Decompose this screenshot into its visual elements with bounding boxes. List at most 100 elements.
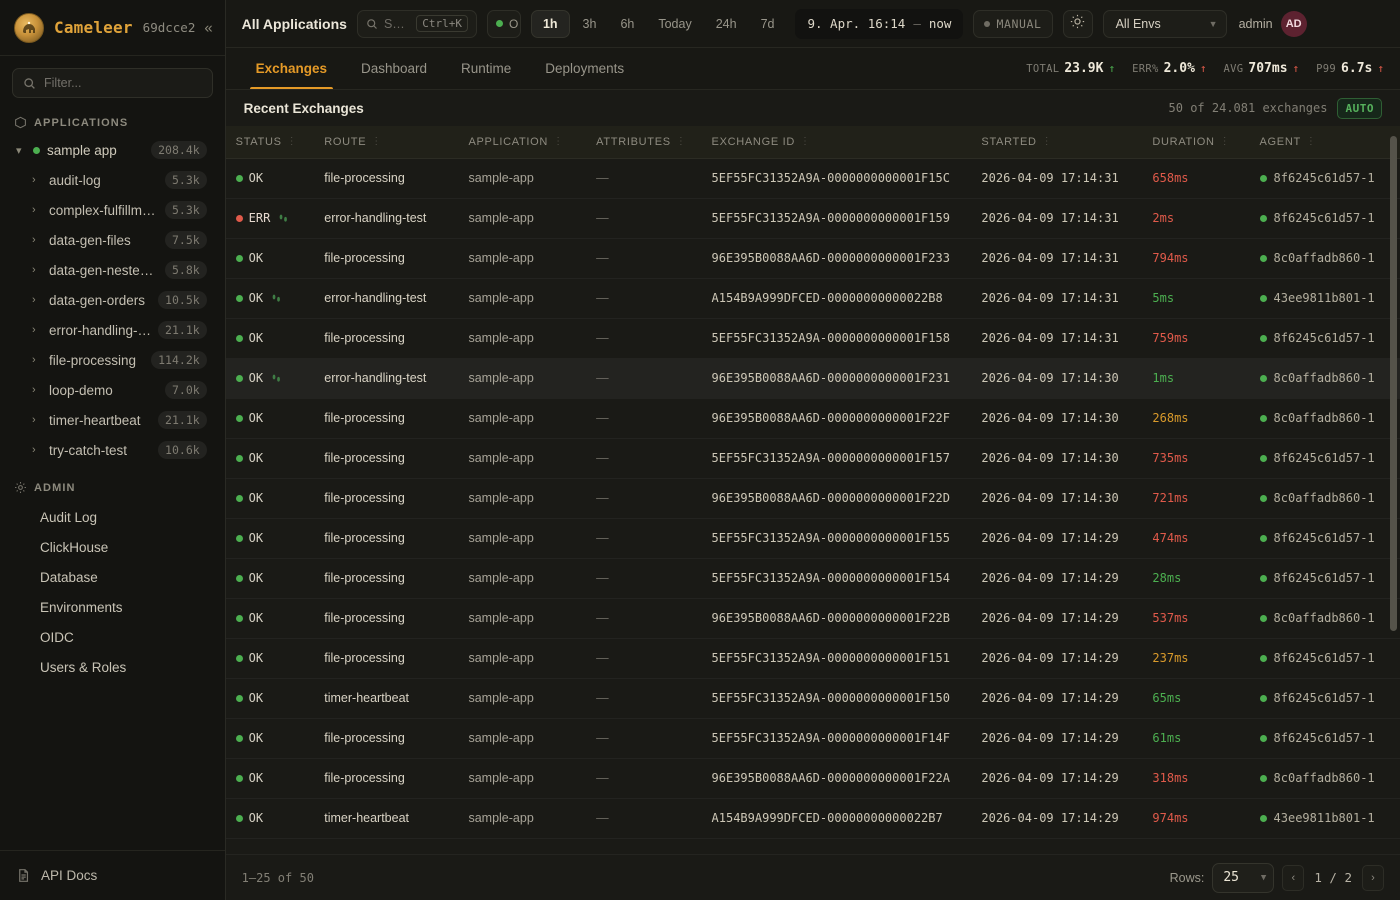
admin-item-environments[interactable]: Environments xyxy=(40,599,123,615)
time-range-7d[interactable]: 7d xyxy=(760,16,775,31)
cell-route-value: file-processing xyxy=(324,571,405,585)
table-row[interactable]: OK file-processing sample-app — 96E395B0088A… xyxy=(225,598,1400,639)
sidebar-item-data-gen-neste[interactable]: › data-gen-neste… 5.8k xyxy=(10,255,215,285)
sidebar-item-timer-heartbeat[interactable]: › timer-heartbeat 21.1k xyxy=(10,405,215,435)
vertical-scrollbar[interactable] xyxy=(1389,136,1397,631)
time-range-1h[interactable]: 1h xyxy=(530,9,570,38)
cell-exchange-id-value[interactable]: 96E395B0088AA6D-0000000000001F22B xyxy=(711,611,950,625)
admin-item-database[interactable]: Database xyxy=(40,569,98,585)
table-row[interactable]: OK file-processing sample-app — 96E395B0088A… xyxy=(225,238,1400,279)
collapse-sidebar-icon[interactable]: « xyxy=(204,19,213,36)
column-header-duration[interactable]: DURATION ⋮ xyxy=(1142,126,1250,159)
cell-exchange-id-value[interactable]: 5EF55FC31352A9A-0000000000001F158 xyxy=(711,331,950,345)
environment-select[interactable]: All Envs ▼ xyxy=(1102,9,1227,38)
column-header-exchange-id[interactable]: EXCHANGE ID ⋮ xyxy=(701,126,972,159)
filter-input[interactable] xyxy=(44,76,202,90)
table-row[interactable]: OK file-processing sample-app — 96E395B0088A… xyxy=(225,478,1400,519)
table-row[interactable]: OK file-processing sample-app — 5EF55FC31352… xyxy=(225,558,1400,599)
cell-exchange-id-value[interactable]: 5EF55FC31352A9A-0000000000001F154 xyxy=(711,571,950,585)
cell-exchange-id-value[interactable]: A154B9A999DFCED-00000000000022B7 xyxy=(711,811,943,825)
status-badge: OK xyxy=(235,571,263,585)
cell-exchange-id-value[interactable]: 5EF55FC31352A9A-0000000000001F155 xyxy=(711,531,950,545)
trace-footprints-icon[interactable] xyxy=(271,293,282,304)
table-row[interactable]: OK file-processing sample-app — 96E395B0088A… xyxy=(225,398,1400,439)
sidebar-item-sample-app[interactable]: ▾ sample app 208.4k xyxy=(10,135,215,165)
sidebar-item-file-processing[interactable]: › file-processing 114.2k xyxy=(10,345,215,375)
agent-status-dot xyxy=(1259,694,1267,702)
cell-exchange-id-value[interactable]: 96E395B0088AA6D-0000000000001F231 xyxy=(711,371,950,385)
time-range-display[interactable]: 9. Apr. 16:14 — now xyxy=(795,8,964,39)
column-header-agent[interactable]: AGENT ⋮ xyxy=(1249,126,1400,159)
sidebar-filter[interactable] xyxy=(12,68,213,98)
cell-exchange-id-value[interactable]: 5EF55FC31352A9A-0000000000001F14F xyxy=(711,731,950,745)
tab-dashboard[interactable]: Dashboard xyxy=(360,61,428,76)
time-range-6h[interactable]: 6h xyxy=(620,16,635,31)
cell-exchange-id-value[interactable]: 96E395B0088AA6D-0000000000001F233 xyxy=(711,251,950,265)
admin-item-clickhouse[interactable]: ClickHouse xyxy=(40,539,109,555)
cell-started: 2026-04-09 17:14:29 xyxy=(971,678,1143,719)
next-page-button[interactable]: › xyxy=(1361,864,1384,891)
cell-exchange-id-value[interactable]: 96E395B0088AA6D-0000000000001F22D xyxy=(711,491,950,505)
panel-header: Recent Exchanges 50 of 24.081 exchanges … xyxy=(225,90,1400,126)
table-row[interactable]: OK file-processing sample-app — 5EF55FC31352… xyxy=(225,518,1400,559)
tab-exchanges[interactable]: Exchanges xyxy=(242,48,341,89)
cell-exchange-id-value[interactable]: A154B9A999DFCED-00000000000022B8 xyxy=(711,291,943,305)
manual-refresh-button[interactable]: MANUAL xyxy=(973,9,1053,38)
time-range-24h[interactable]: 24h xyxy=(715,16,737,31)
trace-footprints-icon[interactable] xyxy=(271,373,282,384)
table-row[interactable]: OK timer-heartbeat sample-app — 5EF55FC31352… xyxy=(225,678,1400,719)
cell-exchange-id-value[interactable]: 96E395B0088AA6D-0000000000001F22F xyxy=(711,411,950,425)
cell-exchange-id-value[interactable]: 96E395B0088AA6D-0000000000001F22A xyxy=(711,771,950,785)
sidebar-item-data-gen-files[interactable]: › data-gen-files 7.5k xyxy=(10,225,215,255)
table-row[interactable]: OK timer-heartbeat sample-app — A154B9A999DF… xyxy=(225,798,1400,839)
cell-exchange-id-value[interactable]: 5EF55FC31352A9A-0000000000001F159 xyxy=(711,211,950,225)
column-header-status[interactable]: STATUS ⋮ xyxy=(225,126,315,159)
time-range-Today[interactable]: Today xyxy=(658,16,692,31)
cell-route-value: file-processing xyxy=(324,531,405,545)
tab-deployments[interactable]: Deployments xyxy=(545,61,625,76)
theme-toggle-button[interactable] xyxy=(1062,9,1093,38)
application-tree: ▾ sample app 208.4k › audit-log 5.3k › compl… xyxy=(0,135,225,465)
table-row[interactable]: OK file-processing sample-app — 96E395B0088A… xyxy=(225,758,1400,799)
live-toggle[interactable]: O xyxy=(486,9,521,38)
sidebar-item-label: file-processing xyxy=(49,352,137,368)
column-header-route[interactable]: ROUTE ⋮ xyxy=(314,126,459,159)
column-header-application[interactable]: APPLICATION ⋮ xyxy=(458,126,587,159)
tab-runtime[interactable]: Runtime xyxy=(461,61,512,76)
admin-item-users---roles[interactable]: Users & Roles xyxy=(40,659,127,675)
admin-item-audit-log[interactable]: Audit Log xyxy=(40,509,98,525)
user-menu[interactable]: admin AD xyxy=(1239,10,1307,37)
table-row[interactable]: OK file-processing sample-app — 5EF55FC31352… xyxy=(225,438,1400,479)
column-header-attributes[interactable]: ATTRIBUTES ⋮ xyxy=(586,126,702,159)
sidebar-item-loop-demo[interactable]: › loop-demo 7.0k xyxy=(10,375,215,405)
time-range-3h[interactable]: 3h xyxy=(582,16,597,31)
sidebar-item-error-handling-[interactable]: › error-handling-… 21.1k xyxy=(10,315,215,345)
prev-page-button[interactable]: ‹ xyxy=(1282,864,1305,891)
sidebar-item-complex-fulfillm[interactable]: › complex-fulfillm… 5.3k xyxy=(10,195,215,225)
sidebar-item-api-docs[interactable]: API Docs xyxy=(0,850,225,900)
cell-exchange-id-value[interactable]: 5EF55FC31352A9A-0000000000001F157 xyxy=(711,451,950,465)
global-search[interactable]: S… Ctrl+K xyxy=(356,9,477,38)
cell-application-value: sample-app xyxy=(468,531,534,545)
table-row[interactable]: OK error-handling-test sample-app — 96E395B0… xyxy=(225,358,1400,399)
rows-per-page-select[interactable]: 25 ▼ xyxy=(1212,862,1275,893)
cell-exchange-id-value[interactable]: 5EF55FC31352A9A-0000000000001F151 xyxy=(711,651,950,665)
status-dot xyxy=(235,214,243,222)
admin-item-oidc[interactable]: OIDC xyxy=(40,629,74,645)
sidebar-item-try-catch-test[interactable]: › try-catch-test 10.6k xyxy=(10,435,215,465)
trace-footprints-icon[interactable] xyxy=(278,213,289,224)
table-row[interactable]: OK file-processing sample-app — 5EF55FC31352… xyxy=(225,718,1400,759)
cell-exchange-id-value[interactable]: 5EF55FC31352A9A-0000000000001F15C xyxy=(711,171,950,185)
table-row[interactable]: OK file-processing sample-app — 5EF55FC31352… xyxy=(225,158,1400,199)
table-row[interactable]: OK error-handling-test sample-app — A154B9A9… xyxy=(225,278,1400,319)
column-header-started[interactable]: STARTED ⋮ xyxy=(971,126,1143,159)
cell-exchange-id-value[interactable]: 5EF55FC31352A9A-0000000000001F150 xyxy=(711,691,950,705)
agent-label: 8f6245c61d57-1 xyxy=(1273,691,1375,706)
table-row[interactable]: OK file-processing sample-app — 5EF55FC31352… xyxy=(225,318,1400,359)
cell-agent: 8f6245c61d57-1 xyxy=(1249,638,1400,679)
table-row[interactable]: ERR error-handling-test sample-app — 5EF55FC… xyxy=(225,198,1400,239)
sidebar-item-audit-log[interactable]: › audit-log 5.3k xyxy=(10,165,215,195)
sidebar-item-data-gen-orders[interactable]: › data-gen-orders 10.5k xyxy=(10,285,215,315)
table-row[interactable]: OK file-processing sample-app — 5EF55FC31352… xyxy=(225,638,1400,679)
auto-refresh-badge[interactable]: AUTO xyxy=(1337,97,1382,119)
